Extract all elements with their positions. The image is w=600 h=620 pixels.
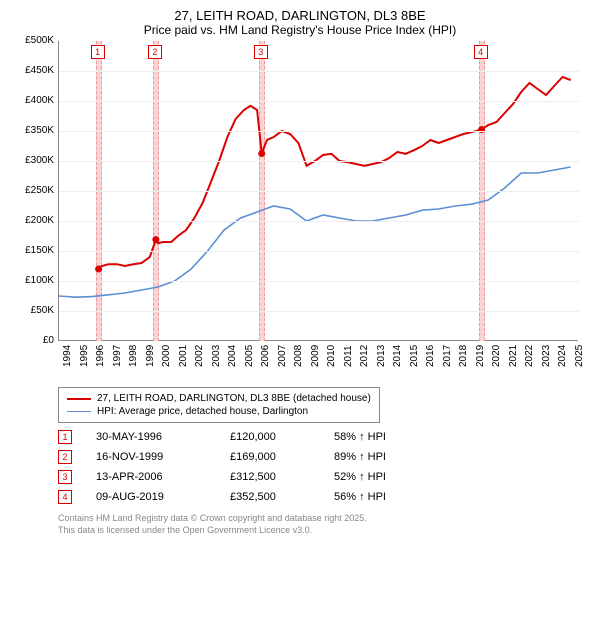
- footnote: Contains HM Land Registry data © Crown c…: [58, 513, 590, 536]
- sales-row-price: £312,500: [230, 471, 310, 483]
- legend-swatch: [67, 411, 91, 412]
- sales-row-number: 1: [58, 430, 72, 444]
- sales-row-date: 09-AUG-2019: [96, 491, 206, 503]
- gridline: [59, 191, 579, 192]
- sales-row-price: £169,000: [230, 451, 310, 463]
- x-tick-label: 1997: [112, 345, 123, 367]
- chart-title: 27, LEITH ROAD, DARLINGTON, DL3 8BE: [10, 8, 590, 23]
- x-tick-label: 2023: [541, 345, 552, 367]
- x-tick-label: 2006: [260, 345, 271, 367]
- x-tick-label: 2007: [277, 345, 288, 367]
- sale-marker-number: 1: [91, 45, 105, 59]
- x-tick-label: 2005: [244, 345, 255, 367]
- gridline: [59, 281, 579, 282]
- y-tick-label: £100K: [4, 275, 54, 286]
- x-tick-label: 2012: [359, 345, 370, 367]
- x-tick-label: 2002: [194, 345, 205, 367]
- x-tick-label: 2011: [343, 345, 354, 367]
- y-tick-label: £350K: [4, 125, 54, 136]
- x-tick-label: 2024: [557, 345, 568, 367]
- legend: 27, LEITH ROAD, DARLINGTON, DL3 8BE (det…: [58, 387, 380, 423]
- x-tick-label: 2021: [508, 345, 519, 367]
- sale-marker-number: 4: [474, 45, 488, 59]
- legend-label: 27, LEITH ROAD, DARLINGTON, DL3 8BE (det…: [97, 393, 371, 404]
- y-tick-label: £50K: [4, 305, 54, 316]
- x-tick-label: 2017: [442, 345, 453, 367]
- y-tick-label: £200K: [4, 215, 54, 226]
- sales-row-price: £352,500: [230, 491, 310, 503]
- y-tick-label: £300K: [4, 155, 54, 166]
- y-tick-label: £250K: [4, 185, 54, 196]
- sales-row-pct: 58% ↑ HPI: [334, 431, 424, 443]
- x-tick-label: 2001: [178, 345, 189, 367]
- sales-row-price: £120,000: [230, 431, 310, 443]
- x-tick-label: 2010: [326, 345, 337, 367]
- chart-area: £0£50K£100K£150K£200K£250K£300K£350K£400…: [10, 41, 590, 381]
- sales-row-date: 30-MAY-1996: [96, 431, 206, 443]
- sales-row: 1 30-MAY-1996 £120,000 58% ↑ HPI: [58, 427, 590, 447]
- sale-dot: [152, 236, 159, 243]
- y-tick-label: £0: [4, 335, 54, 346]
- x-tick-label: 1998: [128, 345, 139, 367]
- legend-label: HPI: Average price, detached house, Darl…: [97, 406, 308, 417]
- sales-row-date: 16-NOV-1999: [96, 451, 206, 463]
- gridline: [59, 251, 579, 252]
- sales-row-pct: 89% ↑ HPI: [334, 451, 424, 463]
- legend-row: 27, LEITH ROAD, DARLINGTON, DL3 8BE (det…: [67, 392, 371, 405]
- gridline: [59, 131, 579, 132]
- y-tick-label: £150K: [4, 245, 54, 256]
- sales-row: 2 16-NOV-1999 £169,000 89% ↑ HPI: [58, 447, 590, 467]
- sales-row-pct: 56% ↑ HPI: [334, 491, 424, 503]
- x-tick-label: 2003: [211, 345, 222, 367]
- x-tick-label: 2014: [392, 345, 403, 367]
- sales-row: 4 09-AUG-2019 £352,500 56% ↑ HPI: [58, 487, 590, 507]
- x-tick-label: 2004: [227, 345, 238, 367]
- gridline: [59, 161, 579, 162]
- x-tick-label: 2013: [376, 345, 387, 367]
- sales-row-date: 13-APR-2006: [96, 471, 206, 483]
- sale-dot: [258, 150, 265, 157]
- series-line: [99, 77, 571, 269]
- legend-swatch: [67, 398, 91, 400]
- sales-table: 1 30-MAY-1996 £120,000 58% ↑ HPI 2 16-NOV-199…: [58, 427, 590, 507]
- series-line: [59, 167, 571, 297]
- x-tick-label: 2020: [491, 345, 502, 367]
- sales-row-number: 4: [58, 490, 72, 504]
- sales-row-number: 2: [58, 450, 72, 464]
- x-tick-label: 2025: [574, 345, 585, 367]
- sale-dot: [95, 266, 102, 273]
- x-tick-label: 2016: [425, 345, 436, 367]
- y-tick-label: £400K: [4, 95, 54, 106]
- footnote-line: Contains HM Land Registry data © Crown c…: [58, 513, 590, 525]
- y-tick-label: £450K: [4, 65, 54, 76]
- x-tick-label: 2022: [524, 345, 535, 367]
- x-tick-label: 1994: [62, 345, 73, 367]
- sale-marker-number: 3: [254, 45, 268, 59]
- x-tick-label: 2019: [475, 345, 486, 367]
- legend-row: HPI: Average price, detached house, Darl…: [67, 405, 371, 418]
- plot-region: [58, 41, 578, 341]
- footnote-line: This data is licensed under the Open Gov…: [58, 525, 590, 537]
- x-tick-label: 2009: [310, 345, 321, 367]
- sales-row-number: 3: [58, 470, 72, 484]
- y-tick-label: £500K: [4, 35, 54, 46]
- x-tick-label: 2008: [293, 345, 304, 367]
- sales-row: 3 13-APR-2006 £312,500 52% ↑ HPI: [58, 467, 590, 487]
- x-tick-label: 2015: [409, 345, 420, 367]
- gridline: [59, 101, 579, 102]
- chart-subtitle: Price paid vs. HM Land Registry's House …: [10, 23, 590, 37]
- x-tick-label: 2018: [458, 345, 469, 367]
- x-tick-label: 1999: [145, 345, 156, 367]
- x-tick-label: 2000: [161, 345, 172, 367]
- gridline: [59, 311, 579, 312]
- x-tick-label: 1996: [95, 345, 106, 367]
- gridline: [59, 71, 579, 72]
- x-tick-label: 1995: [79, 345, 90, 367]
- sale-marker-number: 2: [148, 45, 162, 59]
- chart-container: 27, LEITH ROAD, DARLINGTON, DL3 8BE Pric…: [0, 0, 600, 542]
- gridline: [59, 221, 579, 222]
- sales-row-pct: 52% ↑ HPI: [334, 471, 424, 483]
